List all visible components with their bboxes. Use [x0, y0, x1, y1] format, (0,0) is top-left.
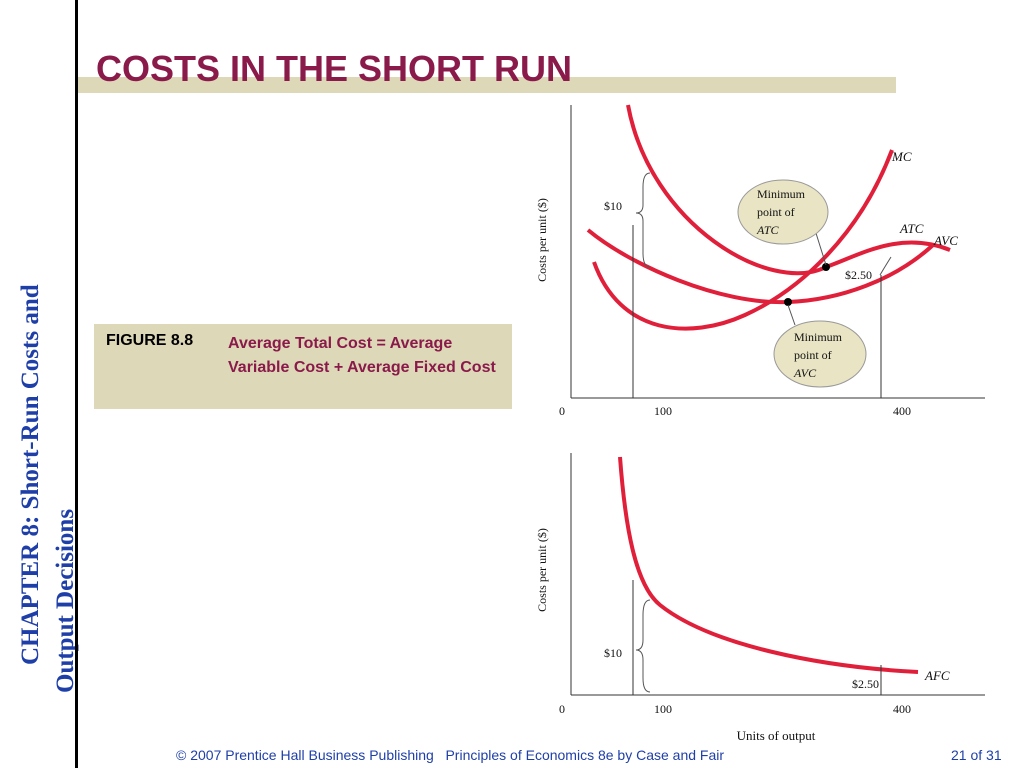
min-atc-point	[822, 263, 830, 271]
page-current: 21	[951, 747, 967, 763]
min-avc-callout-line-1: Minimum	[794, 330, 843, 344]
sidebar-divider	[75, 0, 78, 768]
upper-y-axis-label: Costs per unit ($)	[535, 198, 549, 282]
chapter-title-part-1: Short-Run Costs and	[17, 284, 44, 510]
page-total: 31	[986, 747, 1002, 763]
atc-curve	[626, 104, 951, 276]
lower-x-tick-0: 0	[559, 702, 565, 716]
min-atc-callout	[737, 179, 829, 245]
chapter-label: CHAPTER 8:	[17, 515, 44, 665]
min-atc-callout-line-3: ATC	[756, 223, 780, 237]
afc-label: AFC	[924, 668, 950, 683]
cost-curves-figure: Costs per unit ($) 0 100 400 MC ATC AVC …	[535, 104, 985, 743]
atc-callout-pointer	[814, 229, 827, 266]
figure-caption-box	[94, 324, 512, 409]
title-underline-band	[78, 77, 896, 93]
avc-label: AVC	[933, 233, 958, 248]
min-atc-callout-line-2: point of	[757, 205, 795, 219]
upper-10-brace	[635, 172, 651, 268]
lower-y-axis-label: Costs per unit ($)	[535, 528, 549, 612]
slide-title: COSTS IN THE SHORT RUN	[96, 48, 573, 89]
mc-label: MC	[891, 149, 912, 164]
lower-250-label: $2.50	[852, 677, 879, 691]
min-atc-callout-line-1: Minimum	[757, 187, 806, 201]
min-avc-callout-line-3: AVC	[793, 366, 817, 380]
figure-caption: Average Total Cost = Average Variable Co…	[228, 335, 496, 376]
afc-curve	[618, 456, 919, 674]
chapter-sidebar: CHAPTER 8: Short-Run Costs and Output De…	[6, 230, 79, 693]
lower-x-tick-100: 100	[654, 702, 672, 716]
min-avc-callout-line-2: point of	[794, 348, 832, 362]
figure-number: FIGURE 8.8	[106, 332, 194, 349]
lower-x-tick-400: 400	[893, 702, 911, 716]
lower-10-label: $10	[604, 646, 622, 660]
footer-copyright: © 2007 Prentice Hall Business Publishing…	[176, 747, 725, 763]
mc-curve	[592, 149, 894, 331]
upper-x-tick-400: 400	[893, 404, 911, 418]
upper-x-tick-0: 0	[559, 404, 565, 418]
upper-250-brace	[879, 256, 892, 276]
min-avc-point	[784, 298, 792, 306]
lower-10-brace	[635, 599, 651, 693]
atc-label: ATC	[899, 221, 924, 236]
upper-250-label: $2.50	[845, 268, 872, 282]
chapter-title-line-1: CHAPTER 8: Short-Run Costs and	[17, 284, 45, 665]
min-avc-callout	[773, 320, 867, 388]
avc-callout-pointer	[787, 304, 796, 326]
lower-x-axis-label: Units of output	[737, 728, 816, 743]
lower-chart: Costs per unit ($) 0 100 400 Units of ou…	[535, 453, 985, 743]
footer-page-indicator: 21 of 31	[951, 747, 1002, 763]
upper-x-tick-100: 100	[654, 404, 672, 418]
upper-chart: Costs per unit ($) 0 100 400 MC ATC AVC …	[535, 104, 985, 418]
upper-10-label: $10	[604, 199, 622, 213]
page-sep: of	[970, 747, 983, 763]
